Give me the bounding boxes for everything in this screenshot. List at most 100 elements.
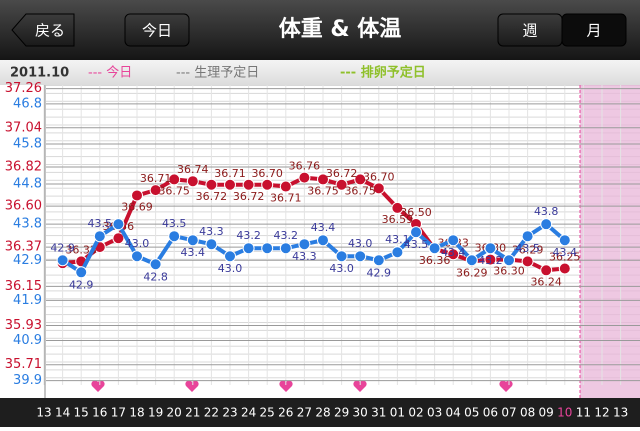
x-tick-label: 23 <box>222 406 237 420</box>
value-label: 42.8 <box>143 270 168 283</box>
point <box>540 264 553 277</box>
value-label: 43.5 <box>162 217 187 230</box>
point <box>261 242 274 255</box>
back-button[interactable] <box>11 13 75 47</box>
value-label: 43.0 <box>125 237 150 250</box>
x-tick-label: 04 <box>446 406 461 420</box>
y-tick-label: 37.26 <box>5 81 42 96</box>
value-label: 43.0 <box>218 262 243 275</box>
point <box>465 254 478 267</box>
x-tick-label: 21 <box>185 406 200 420</box>
month-label[interactable]: 月 <box>586 22 601 40</box>
value-label: 36.74 <box>177 163 209 176</box>
point <box>186 234 199 247</box>
y-tick-label: 46.8 <box>13 96 42 111</box>
value-label: 43.5 <box>404 238 429 251</box>
point <box>224 178 236 191</box>
back-label[interactable]: 戻る <box>35 22 65 40</box>
x-tick-label: 12 <box>594 406 609 420</box>
point <box>447 248 460 261</box>
point <box>242 178 255 191</box>
point <box>186 175 199 188</box>
point <box>261 178 274 191</box>
point <box>558 234 571 247</box>
point <box>317 173 329 186</box>
today-label[interactable]: 今日 <box>142 22 172 40</box>
x-tick-label: 24 <box>241 406 256 420</box>
value-label: 36.30 <box>493 265 525 278</box>
y-tick-label: 42.9 <box>13 253 42 268</box>
point <box>205 178 218 191</box>
x-tick-label: 27 <box>297 406 312 420</box>
point <box>354 173 367 186</box>
x-tick-label: 13 <box>613 406 628 420</box>
point <box>168 173 181 186</box>
value-label: 36.25 <box>549 251 581 264</box>
point <box>354 250 367 263</box>
minor-grid <box>46 85 640 385</box>
value-label: 43.4 <box>441 246 466 259</box>
value-label: 42.9 <box>367 266 392 279</box>
point <box>428 242 441 255</box>
x-tick-label: 05 <box>464 406 479 420</box>
point <box>279 180 292 193</box>
value-label: 36.72 <box>196 190 228 203</box>
point <box>224 250 236 263</box>
period-band <box>580 85 640 398</box>
value-label: 42.9 <box>50 241 75 254</box>
legend-period: --- 生理予定日 <box>176 66 259 81</box>
series-line <box>62 175 565 273</box>
y-tick-label: 36.82 <box>5 159 42 174</box>
value-label: 36.75 <box>344 184 376 197</box>
value-label: 36.72 <box>326 167 358 180</box>
point <box>447 234 460 247</box>
legend-strip <box>0 60 640 85</box>
point <box>298 171 311 184</box>
value-label: 36.70 <box>363 170 395 183</box>
value-label: 36.71 <box>270 192 302 205</box>
value-label: 36.29 <box>456 266 488 279</box>
today-button[interactable] <box>124 13 190 47</box>
x-tick-label: 15 <box>74 406 89 420</box>
y-tick-label: 45.8 <box>13 136 42 151</box>
value-label: 43.0 <box>329 262 354 275</box>
series-line <box>61 222 567 275</box>
week-label[interactable]: 週 <box>522 22 537 40</box>
value-label: 42.9 <box>69 278 94 291</box>
point <box>242 242 255 255</box>
x-tick-label: 02 <box>408 406 423 420</box>
x-tick-label: 11 <box>576 406 591 420</box>
point <box>540 218 553 231</box>
x-tick-label: 29 <box>334 406 349 420</box>
value-label: 43.5 <box>515 242 540 255</box>
x-tick-label: 30 <box>353 406 368 420</box>
value-label: 43.4 <box>181 246 206 259</box>
y-tick-label: 44.8 <box>13 177 42 192</box>
value-label: 43.0 <box>348 237 373 250</box>
point <box>335 250 348 263</box>
x-tick-label: 22 <box>204 406 219 420</box>
point <box>391 246 404 259</box>
month-button[interactable] <box>561 13 627 47</box>
title: 体重 & 体温 <box>279 17 402 42</box>
value-label: 36.70 <box>251 167 283 180</box>
x-tick-label: 01 <box>390 406 405 420</box>
value-label: 36.71 <box>140 172 172 185</box>
value-label: 43.1 <box>385 233 410 246</box>
value-label: 43.3 <box>199 225 224 238</box>
value-label: 43.5 <box>88 217 113 230</box>
legend-ovulation: --- 排卵予定日 <box>340 65 426 81</box>
x-tick-label: 31 <box>371 406 386 420</box>
y-tick-label: 40.9 <box>13 333 42 348</box>
x-tick-label: 25 <box>260 406 275 420</box>
x-tick-label: 18 <box>129 406 144 420</box>
legend-today: --- 今日 <box>88 65 132 81</box>
y-tick-label: 35.93 <box>5 318 42 333</box>
value-label: 43.8 <box>534 205 559 218</box>
value-label: 36.71 <box>214 167 246 180</box>
point <box>112 232 125 245</box>
value-label: 36.69 <box>121 200 153 213</box>
heart <box>279 380 293 392</box>
point <box>298 238 311 251</box>
point <box>521 255 534 268</box>
